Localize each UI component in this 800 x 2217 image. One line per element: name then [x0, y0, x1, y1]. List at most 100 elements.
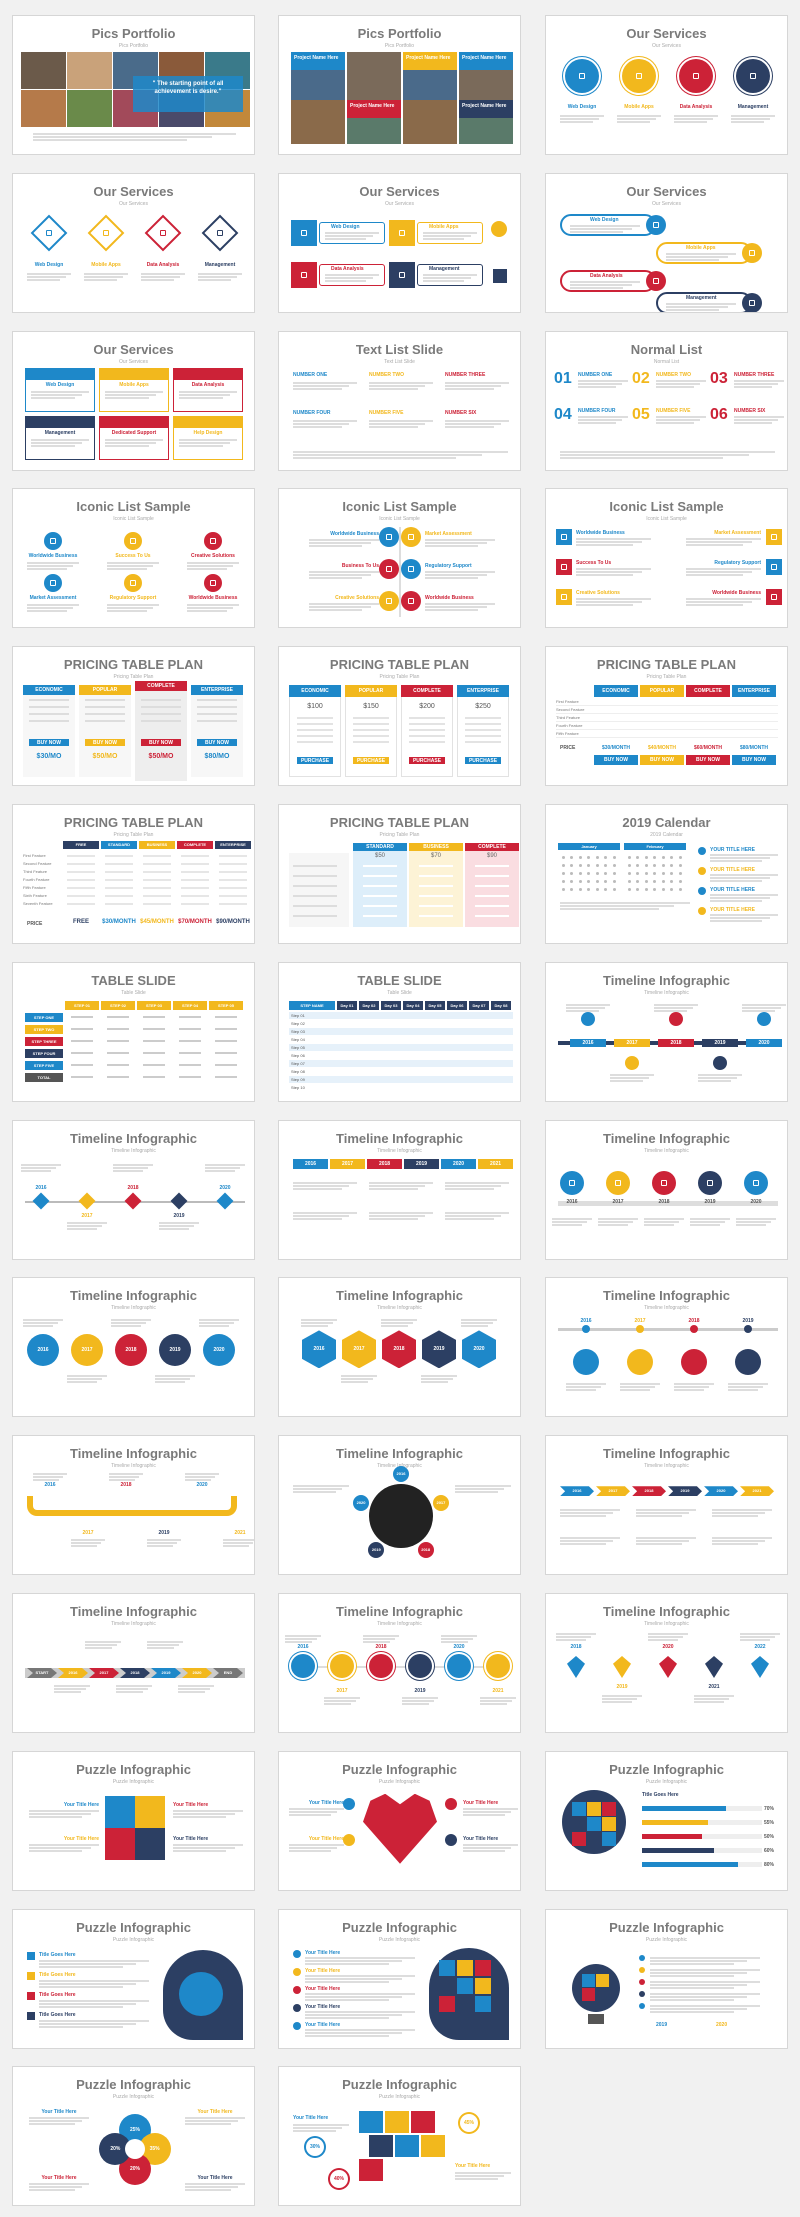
- description-text: [179, 390, 237, 400]
- text-line: [85, 1644, 117, 1646]
- slide-thumbnail[interactable]: Our Services Our Services Web Design Mobile…: [545, 172, 788, 313]
- description-text: [578, 415, 628, 425]
- buy-button[interactable]: [594, 755, 638, 766]
- buy-button[interactable]: [686, 755, 730, 766]
- slide-thumbnail[interactable]: Puzzle Infographic Puzzle Infographic 2019…: [545, 1908, 788, 2049]
- text-line: [39, 1979, 149, 1982]
- slide-thumbnail[interactable]: Timeline Infographic Timeline Infographic…: [12, 1593, 255, 1733]
- table-header-cell: [403, 1000, 423, 1010]
- text-line: [560, 118, 599, 120]
- slide-thumbnail[interactable]: Our Services Our Services Web Design Mobile…: [12, 172, 255, 313]
- plan-price: $80/MO: [204, 753, 230, 761]
- slide-thumbnail[interactable]: Puzzle Infographic Puzzle Infographic Titl…: [12, 1908, 255, 2049]
- slide-thumbnail[interactable]: Puzzle Infographic Puzzle Infographic Your…: [278, 1908, 521, 2049]
- text-line: [690, 1220, 726, 1223]
- buy-button[interactable]: [29, 739, 69, 747]
- slide-thumbnail[interactable]: TABLE SLIDE Table Slide STEP NAME Day 01 Day…: [278, 961, 521, 1102]
- feature-line: [197, 713, 237, 716]
- text-line: [199, 1319, 239, 1322]
- slide-thumbnail[interactable]: PRICING TABLE PLAN Pricing Table Plan ECON…: [12, 646, 255, 787]
- slide-thumbnail[interactable]: Timeline Infographic Timeline Infographic…: [545, 1593, 788, 1733]
- photo-tile: [291, 100, 345, 144]
- slide-thumbnail[interactable]: Text List Slide Text List Slide NUMBER ONE…: [278, 330, 521, 471]
- feature-cell: [105, 855, 133, 857]
- slide-thumbnail[interactable]: Iconic List Sample Iconic List Sample Worl…: [545, 488, 788, 629]
- slide-thumbnail[interactable]: Our Services Our Services Web Design Mobile…: [12, 330, 255, 471]
- text-line: [576, 538, 651, 541]
- slide-thumbnail[interactable]: Our Services Our Services Web Design Mobile…: [278, 172, 521, 313]
- purchase-button[interactable]: [465, 757, 501, 765]
- text-line: [610, 1079, 644, 1082]
- text-line: [710, 897, 770, 899]
- buy-button[interactable]: [141, 739, 181, 747]
- slide-thumbnail[interactable]: Puzzle Infographic Puzzle Infographic Your…: [278, 1750, 521, 1891]
- year-label: 2016: [313, 1346, 325, 1353]
- slide-thumbnail[interactable]: Timeline Infographic Timeline Infographic…: [545, 1435, 788, 1576]
- list-heading: NUMBER FIVE: [656, 407, 691, 414]
- text-line: [305, 1998, 389, 2001]
- slide-thumbnail[interactable]: Timeline Infographic Timeline Infographic…: [278, 1435, 521, 1576]
- slide-title: Puzzle Infographic: [76, 2077, 191, 2093]
- text-line: [740, 1636, 776, 1638]
- year-label: 2019: [433, 1346, 445, 1353]
- slide-thumbnail[interactable]: Normal List Normal List 01 NUMBER ONE 02 NUMB…: [545, 330, 788, 471]
- slide-thumbnail[interactable]: Timeline Infographic Timeline Infographic…: [545, 961, 788, 1102]
- slide-thumbnail[interactable]: Timeline Infographic Timeline Infographic…: [278, 1119, 521, 1260]
- buy-button[interactable]: [85, 739, 125, 747]
- slide-thumbnail[interactable]: Iconic List Sample Iconic List Sample Worl…: [12, 488, 255, 629]
- text-line: [111, 1322, 147, 1325]
- buy-button[interactable]: [732, 755, 776, 766]
- slide-thumbnail[interactable]: Iconic List Sample Iconic List Sample Worl…: [278, 488, 521, 629]
- photo-tile: [21, 90, 66, 127]
- slide-thumbnail[interactable]: PRICING TABLE PLAN Pricing Table Plan STAN…: [278, 804, 521, 944]
- slide-thumbnail[interactable]: Pics Portfolio Pics Portfolio " The starti…: [12, 15, 255, 155]
- slide-thumbnail[interactable]: Puzzle Infographic Puzzle Infographic Titl…: [545, 1750, 788, 1891]
- text-line: [305, 1977, 402, 1980]
- photo-tile: [67, 90, 112, 127]
- slide-thumbnail[interactable]: PRICING TABLE PLAN Pricing Table Plan Firs…: [12, 804, 255, 944]
- slide-thumbnail[interactable]: Our Services Our Services Web Design Mobile…: [545, 15, 788, 155]
- buy-button-label: BUY NOW: [92, 740, 118, 747]
- feature-line: [353, 723, 389, 726]
- slide-thumbnail[interactable]: Timeline Infographic Timeline Infographic…: [12, 1277, 255, 1418]
- calendar-day: [653, 863, 656, 867]
- year-tab: [441, 1158, 476, 1169]
- text-line: [289, 1813, 331, 1816]
- buy-button[interactable]: [197, 739, 237, 747]
- feature-line: [409, 717, 445, 720]
- slide-thumbnail[interactable]: Puzzle Infographic Puzzle Infographic Your…: [278, 2066, 521, 2207]
- slide-thumbnail[interactable]: TABLE SLIDE Table Slide STEP 01 STEP 02 STEP…: [12, 961, 255, 1102]
- text-line: [423, 237, 465, 240]
- slide-thumbnail[interactable]: Timeline Infographic Timeline Infographic…: [12, 1119, 255, 1260]
- description-text: [187, 603, 239, 613]
- text-line: [39, 1999, 149, 2002]
- feature-row-label: Fourth Feature: [23, 877, 50, 882]
- description-text: [31, 390, 89, 400]
- slide-thumbnail[interactable]: Timeline Infographic Timeline Infographic…: [12, 1435, 255, 1576]
- slide-thumbnail[interactable]: Timeline Infographic Timeline Infographic…: [278, 1277, 521, 1418]
- milestone-circle: [627, 1349, 653, 1376]
- puzzle-heart: [363, 1793, 437, 1864]
- generic-icon: [707, 1179, 713, 1186]
- slide-thumbnail[interactable]: Pics Portfolio Pics Portfolio Project Name…: [278, 15, 521, 155]
- feature-line: [409, 735, 445, 738]
- year-chevron: [702, 1038, 738, 1047]
- buy-button[interactable]: [640, 755, 684, 766]
- purchase-button[interactable]: [409, 757, 445, 765]
- slide-thumbnail[interactable]: PRICING TABLE PLAN Pricing Table Plan ECON…: [278, 646, 521, 787]
- slide-thumbnail[interactable]: Timeline Infographic Timeline Infographic…: [545, 1119, 788, 1260]
- slide-thumbnail[interactable]: 2019 Calendar 2019 Calendar January Februar…: [545, 804, 788, 944]
- slide-thumbnail[interactable]: PRICING TABLE PLAN Pricing Table Plan Firs…: [545, 646, 788, 787]
- milestone-circle: [560, 1170, 584, 1195]
- purchase-button[interactable]: [297, 757, 333, 765]
- slide-thumbnail[interactable]: Timeline Infographic Timeline Infographic…: [545, 1277, 788, 1418]
- purchase-button[interactable]: [353, 757, 389, 765]
- text-line: [341, 1381, 369, 1384]
- text-line: [461, 1319, 497, 1322]
- description-text: [27, 603, 79, 613]
- slide-thumbnail[interactable]: Puzzle Infographic Puzzle Infographic Your…: [12, 1750, 255, 1891]
- description-text: [325, 231, 379, 241]
- slide-thumbnail[interactable]: Puzzle Infographic Puzzle Infographic 25% 3…: [12, 2066, 255, 2207]
- slide-thumbnail[interactable]: Timeline Infographic Timeline Infographic…: [278, 1593, 521, 1733]
